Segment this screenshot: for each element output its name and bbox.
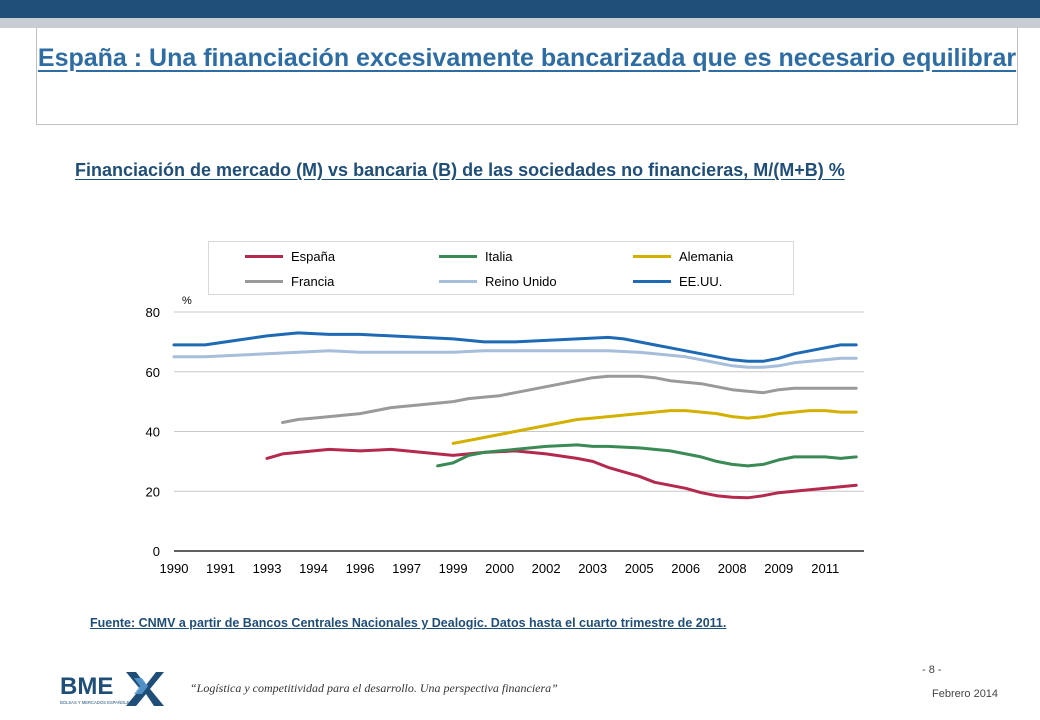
- logo-x-mark: [126, 672, 164, 706]
- x-tick-label: 2008: [718, 561, 747, 576]
- x-tick-label: 2006: [671, 561, 700, 576]
- chart-legend: España Italia Alemania Francia Reino Uni…: [208, 241, 794, 295]
- x-tick-label: 2002: [532, 561, 561, 576]
- x-tick-label: 2009: [764, 561, 793, 576]
- x-tick-label: 1990: [160, 561, 189, 576]
- series-line-francia: [281, 374, 858, 424]
- bme-logo: BME BOLSAS Y MERCADOS ESPAÑOLES: [60, 672, 164, 706]
- legend-label: EE.UU.: [679, 274, 723, 289]
- x-tick-label: 1999: [439, 561, 468, 576]
- y-axis-label: %: [182, 295, 192, 307]
- x-tick-label: 2000: [485, 561, 514, 576]
- legend-swatch: [439, 280, 477, 283]
- y-tick-label: 0: [153, 544, 160, 559]
- y-tick-label: 40: [146, 425, 160, 440]
- legend-swatch: [245, 280, 283, 283]
- legend-swatch: [245, 255, 283, 258]
- x-tick-label: 1997: [392, 561, 421, 576]
- y-tick-label: 60: [146, 365, 160, 380]
- y-tick-label: 80: [146, 305, 160, 320]
- x-tick-label: 2011: [811, 561, 839, 576]
- series-line-ee-uu: [172, 331, 858, 363]
- legend-swatch: [439, 255, 477, 258]
- series-line-españa: [265, 447, 858, 500]
- line-chart: 0 20 40 60 80% 1990 1991 1993 1994 1996 1997 1999 20…: [146, 295, 864, 576]
- legend-swatch: [633, 255, 671, 258]
- legend-label: Francia: [291, 274, 335, 289]
- top-banner-stripe: [0, 18, 1040, 28]
- legend-swatch: [633, 280, 671, 283]
- logo-subtext: BOLSAS Y MERCADOS ESPAÑOLES: [60, 700, 132, 705]
- legend-label: Reino Unido: [485, 274, 557, 289]
- x-tick-label: 2005: [625, 561, 654, 576]
- footer-date: Febrero 2014: [932, 688, 999, 700]
- legend-label: Italia: [485, 249, 513, 264]
- x-tick-label: 1991: [206, 561, 235, 576]
- chart-subtitle: Financiación de mercado (M) vs bancaria …: [75, 160, 845, 180]
- legend-label: Alemania: [679, 249, 734, 264]
- footer-tagline: “Logística y competitividad para el desa…: [190, 681, 558, 695]
- x-tick-label: 1994: [299, 561, 328, 576]
- x-tick-label: 1993: [253, 561, 282, 576]
- series-line-italia: [436, 443, 858, 468]
- logo-text: BME: [60, 673, 113, 700]
- x-tick-label: 1996: [346, 561, 375, 576]
- y-tick-label: 20: [146, 484, 160, 499]
- page-number: - 8 -: [922, 664, 942, 676]
- source-note: Fuente: CNMV a partir de Bancos Centrale…: [90, 616, 727, 630]
- series-line-reino-unido: [172, 349, 858, 369]
- page-title: España : Una financiación excesivamente …: [37, 44, 1017, 72]
- legend-label: España: [291, 249, 336, 264]
- series-line-alemania: [451, 409, 858, 445]
- x-tick-label: 2003: [578, 561, 607, 576]
- top-banner: [0, 0, 1040, 18]
- title-frame: [36, 28, 1018, 125]
